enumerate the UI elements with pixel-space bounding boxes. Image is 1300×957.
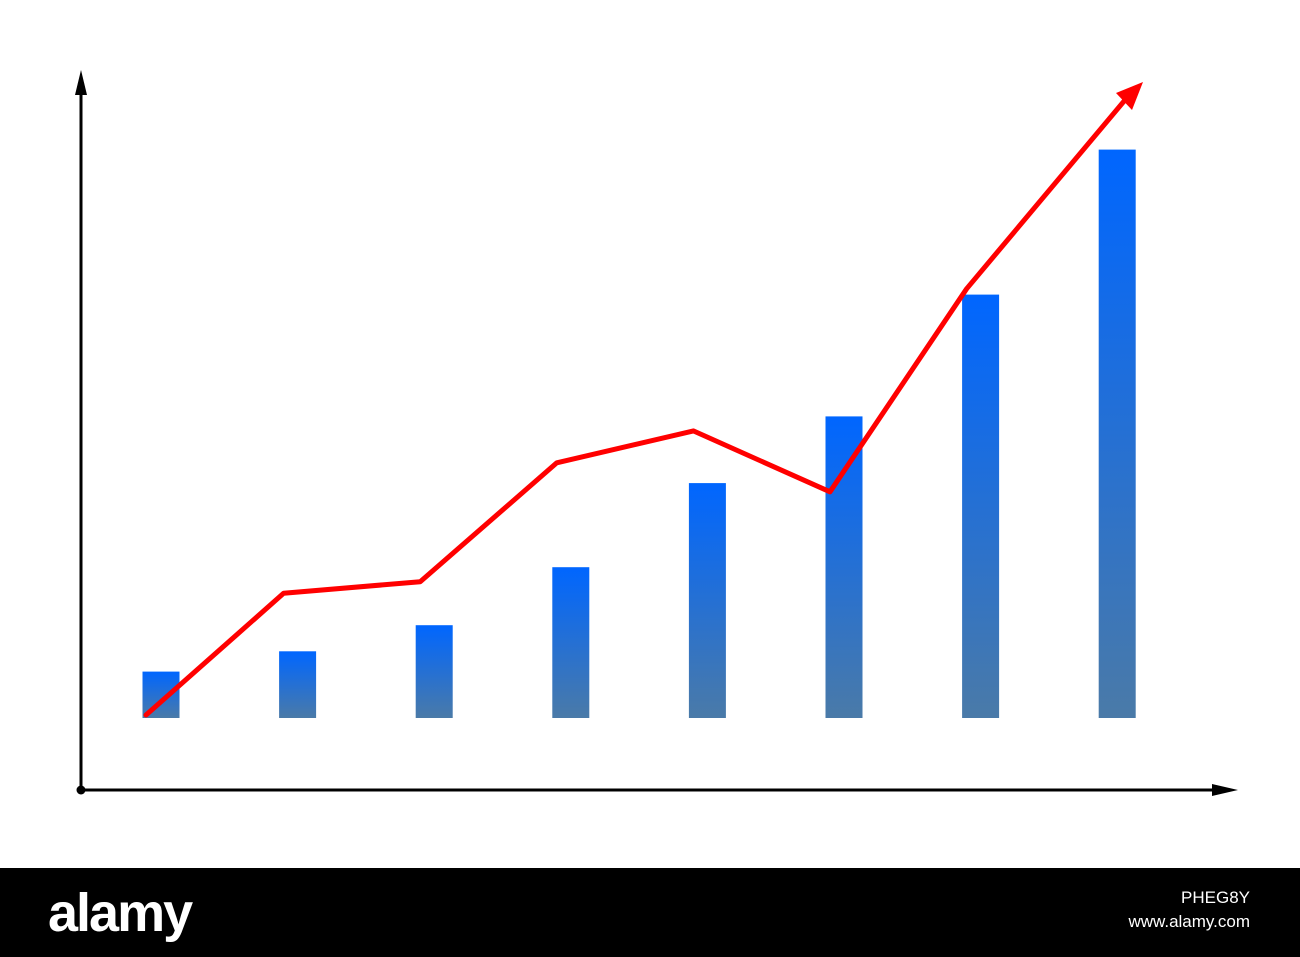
bar-6 (825, 416, 863, 718)
bar-4 (552, 567, 590, 718)
chart (75, 70, 1238, 796)
bar-2 (279, 651, 317, 718)
watermark-footer: alamy PHEG8Y www.alamy.com (0, 868, 1300, 957)
bar-7 (962, 294, 1000, 718)
axes (75, 70, 1238, 796)
trend-arrowhead (1116, 82, 1143, 110)
bar-8 (1098, 149, 1136, 719)
axis-origin (76, 785, 86, 795)
bar-5 (688, 483, 726, 718)
line-series (143, 82, 1143, 718)
image-id: PHEG8Y (1181, 888, 1250, 907)
x-axis-arrow (1212, 784, 1238, 796)
site-url: www.alamy.com (1128, 912, 1250, 931)
bar-series (142, 149, 1136, 719)
bar-3 (415, 625, 453, 718)
logo: alamy (48, 883, 193, 943)
y-axis-arrow (75, 70, 87, 95)
trend-line (143, 97, 1128, 718)
